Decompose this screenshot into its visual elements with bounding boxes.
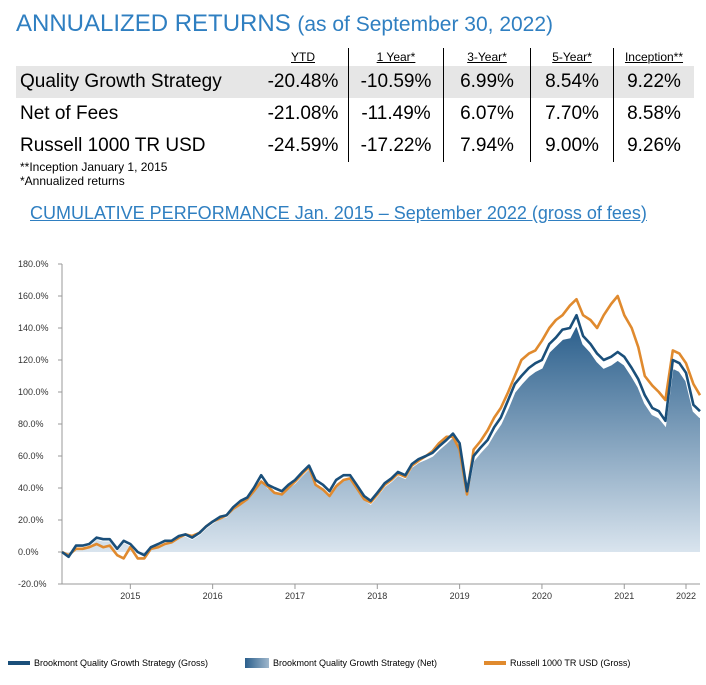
cell-3yr: 7.94%: [443, 130, 531, 162]
title-subtitle: (as of September 30, 2022): [297, 13, 554, 36]
col-header-3yr: 3-Year*: [443, 48, 531, 66]
y-tick-label: 0.0%: [18, 547, 39, 557]
chart-legend: Brookmont Quality Growth Strategy (Gross…: [0, 658, 706, 678]
footnote-annualized: *Annualized returns: [20, 174, 125, 188]
col-header-1yr: 1 Year*: [348, 48, 444, 66]
cell-5yr: 7.70%: [530, 98, 614, 130]
legend-item-net: Brookmont Quality Growth Strategy (Net): [245, 658, 437, 668]
cell-5yr: 8.54%: [530, 66, 614, 98]
y-tick-label: 140.0%: [18, 323, 49, 333]
y-tick-label: 100.0%: [18, 387, 49, 397]
cell-1yr: -11.49%: [348, 98, 444, 130]
returns-table-header: YTD 1 Year* 3-Year* 5-Year* Inception**: [16, 48, 694, 66]
x-tick-label: 2020: [532, 591, 552, 600]
y-tick-label: 60.0%: [18, 451, 44, 461]
cell-1yr: -10.59%: [348, 66, 444, 98]
x-tick-label: 2015: [120, 591, 140, 600]
y-tick-label: 20.0%: [18, 515, 44, 525]
table-row: Russell 1000 TR USD -24.59% -17.22% 7.94…: [16, 130, 694, 162]
cell-3yr: 6.07%: [443, 98, 531, 130]
table-footnotes: **Inception January 1, 2015 *Annualized …: [20, 160, 167, 188]
footnote-inception: **Inception January 1, 2015: [20, 160, 168, 174]
cumulative-performance-title: CUMULATIVE PERFORMANCE Jan. 2015 – Septe…: [30, 203, 647, 223]
x-tick-label: 2018: [367, 591, 387, 600]
row-name: Quality Growth Strategy: [16, 66, 258, 98]
cell-ytd: -21.08%: [258, 98, 349, 130]
legend-label-net: Brookmont Quality Growth Strategy (Net): [273, 658, 438, 668]
x-tick-label: 2017: [285, 591, 305, 600]
cell-3yr: 6.99%: [443, 66, 531, 98]
x-axis: 2015 2016 2017 2018 2019 2020 2021 2022: [62, 583, 700, 600]
y-tick-label: -20.0%: [18, 579, 47, 589]
cumulative-performance-chart: 180.0% 160.0% 140.0% 120.0% 100.0% 80.0% 60.0%…: [18, 259, 702, 600]
y-tick-label: 80.0%: [18, 419, 44, 429]
y-tick-label: 180.0%: [18, 259, 49, 269]
header-blank: [16, 48, 258, 66]
row-name: Russell 1000 TR USD: [20, 135, 206, 156]
table-row: Quality Growth Strategy -20.48% -10.59% …: [16, 66, 694, 98]
cell-inception: 8.58%: [627, 103, 681, 124]
table-row: Net of Fees -21.08% -11.49% 6.07% 7.70% …: [16, 98, 694, 130]
row-name: Net of Fees: [20, 103, 119, 124]
x-tick-label: 2021: [614, 591, 634, 600]
y-tick-label: 160.0%: [18, 291, 49, 301]
series-net-area: [62, 324, 700, 557]
legend-swatch-russell: [484, 661, 506, 665]
x-tick-label: 2019: [450, 591, 470, 600]
annualized-returns-title: ANNUALIZED RETURNS (as of September 30, …: [16, 10, 553, 38]
legend-item-gross: Brookmont Quality Growth Strategy (Gross…: [8, 658, 208, 668]
y-tick-label: 40.0%: [18, 483, 44, 493]
y-axis: 180.0% 160.0% 140.0% 120.0% 100.0% 80.0% 60.0%…: [18, 259, 63, 589]
returns-table: YTD 1 Year* 3-Year* 5-Year* Inception** …: [16, 48, 694, 162]
cell-1yr: -17.22%: [348, 130, 444, 162]
cell-inception: 9.22%: [613, 66, 694, 98]
col-header-5yr: 5-Year*: [530, 48, 614, 66]
col-header-ytd: YTD: [258, 48, 349, 66]
x-tick-label: 2022: [676, 591, 696, 600]
col-header-inception: Inception**: [624, 50, 684, 64]
x-tick-label: 2016: [203, 591, 223, 600]
legend-label-russell: Russell 1000 TR USD (Gross): [510, 658, 631, 668]
chart-series: [61, 294, 702, 560]
legend-item-russell: Russell 1000 TR USD (Gross): [484, 658, 630, 668]
cell-inception: 9.26%: [627, 135, 681, 156]
series-gross-line: [61, 313, 701, 559]
title-main: ANNUALIZED RETURNS: [16, 10, 291, 37]
legend-label-gross: Brookmont Quality Growth Strategy (Gross…: [34, 658, 209, 668]
legend-swatch-net: [245, 658, 269, 668]
cell-5yr: 9.00%: [530, 130, 614, 162]
legend-swatch-gross: [8, 661, 30, 665]
cell-ytd: -20.48%: [258, 66, 349, 98]
y-tick-label: 120.0%: [18, 355, 49, 365]
cell-ytd: -24.59%: [258, 130, 349, 162]
